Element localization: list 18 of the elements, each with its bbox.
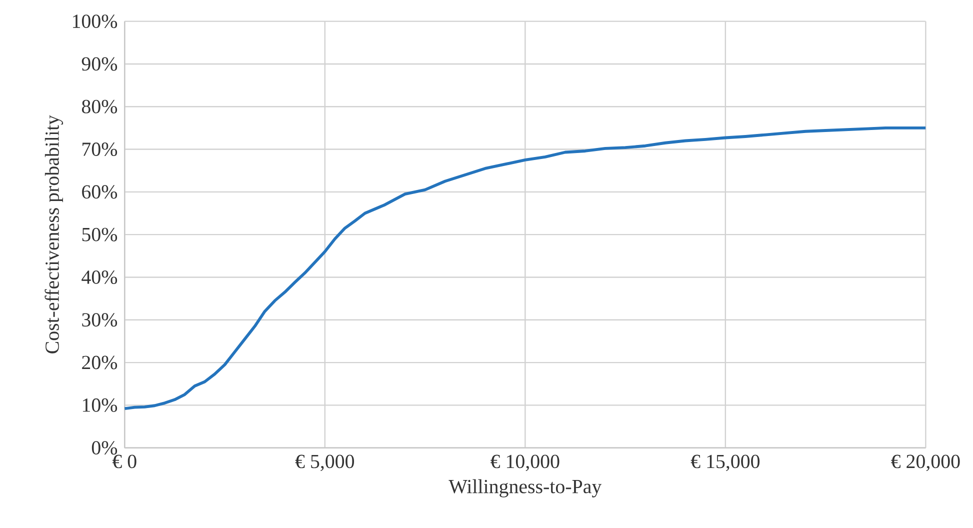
y-tick-label: 30%	[82, 313, 118, 327]
y-tick-label: 100%	[73, 14, 118, 28]
y-tick-label: 20%	[82, 356, 118, 370]
y-tick-label: 40%	[82, 270, 118, 284]
y-tick-label: 80%	[82, 100, 118, 114]
x-tick-label: € 0	[112, 454, 136, 468]
y-tick-label: 70%	[82, 142, 118, 156]
x-tick-label: € 15,000	[690, 454, 760, 472]
y-tick-label: 60%	[82, 185, 118, 199]
y-axis-title: Cost-effectiveness probability	[44, 115, 64, 354]
y-tick-label: 90%	[82, 57, 118, 71]
x-axis-title: Willingness-to-Pay	[448, 479, 602, 498]
y-tick-label: 50%	[82, 228, 118, 242]
y-tick-label: 0%	[92, 441, 118, 455]
x-tick-label: € 10,000	[490, 454, 560, 472]
x-tick-label: € 20,000	[891, 454, 960, 472]
x-tick-label: € 5,000	[295, 454, 354, 472]
y-tick-label: 10%	[82, 398, 118, 412]
